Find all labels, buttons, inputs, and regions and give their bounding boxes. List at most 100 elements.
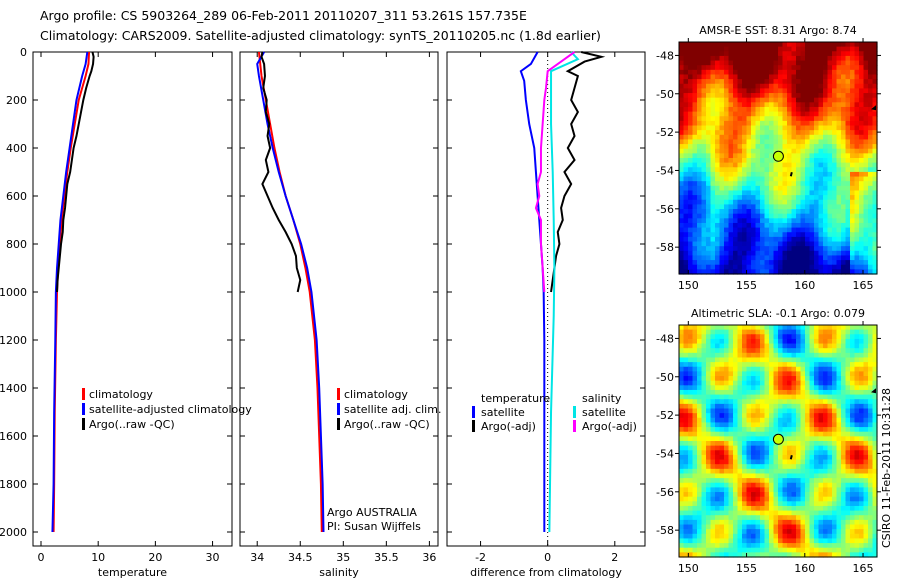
map-cell [832, 125, 838, 131]
map-cell [809, 501, 815, 507]
map-cell [692, 445, 698, 451]
x-axis-label: salinity [319, 566, 359, 579]
map-cell [868, 352, 874, 359]
map-cell [854, 106, 860, 113]
map-cell [688, 547, 694, 553]
map-cell [683, 519, 689, 526]
map-cell [836, 399, 842, 405]
map-cell [872, 329, 878, 335]
map-cell [697, 255, 703, 261]
map-cell [787, 366, 793, 372]
map-cell [728, 431, 734, 437]
map-cell [746, 93, 752, 99]
map-cell [773, 60, 779, 66]
map-cell [809, 385, 815, 391]
map-cell [787, 88, 793, 94]
x-axis-label: difference from climatology [470, 566, 622, 579]
map-cell [728, 153, 734, 159]
map-cell [760, 102, 766, 108]
map-cell [697, 111, 703, 117]
map-cell [724, 213, 730, 219]
map-cell [778, 362, 784, 368]
map-cell [724, 46, 730, 52]
map-cell [728, 269, 734, 275]
map-cell [746, 218, 752, 224]
map-cell [755, 376, 761, 382]
map-cell [845, 46, 851, 52]
map-cell [701, 209, 707, 215]
map-cell [706, 83, 712, 89]
map-cell [715, 510, 721, 516]
map-cell [782, 524, 788, 530]
map-cell [692, 371, 698, 377]
map-cell [805, 199, 811, 205]
map-cell [701, 543, 707, 549]
map-cell [800, 227, 806, 233]
map-cell [697, 385, 703, 391]
map-cell [683, 552, 689, 558]
map-cell [733, 167, 739, 173]
map-cell [751, 176, 757, 182]
map-cell [818, 236, 824, 243]
map-cell [872, 255, 878, 261]
map-cell [724, 422, 730, 428]
map-cell [737, 450, 743, 456]
map-cell [755, 468, 761, 475]
map-cell [863, 482, 869, 488]
map-cell [728, 538, 734, 544]
map-cell [859, 74, 865, 80]
map-cell [692, 218, 698, 224]
map-cell [827, 116, 833, 122]
map-cell [778, 357, 784, 363]
map-cell [823, 204, 829, 210]
map-cell [845, 204, 851, 210]
map-cell [841, 250, 847, 257]
legend-swatch [573, 420, 576, 432]
map-cell [778, 515, 784, 521]
map-cell [787, 394, 793, 400]
map-cell [719, 139, 725, 145]
map-cell [751, 130, 757, 136]
map-cell [764, 130, 770, 136]
map-cell [868, 464, 874, 470]
map-cell [845, 246, 851, 252]
y-tick-label: 400 [6, 142, 27, 155]
map-cell [724, 176, 730, 182]
map-cell [800, 376, 806, 382]
map-cell [769, 399, 775, 405]
map-cell [742, 413, 748, 419]
map-cell [787, 515, 793, 521]
map-cell [791, 348, 797, 354]
map-cell [692, 422, 698, 428]
map-cell [697, 125, 703, 131]
map-cell [733, 218, 739, 224]
map-cell [773, 348, 779, 354]
map-cell [715, 120, 721, 127]
map-cell [832, 260, 838, 266]
map-cell [751, 55, 757, 62]
map-cell [800, 427, 806, 433]
map-cell [863, 394, 869, 400]
map-cell [719, 46, 725, 52]
map-cell [746, 478, 752, 484]
map-cell [764, 389, 770, 396]
map-cell [814, 176, 820, 182]
map-cell [724, 459, 730, 465]
map-cell [679, 431, 685, 437]
map-cell [859, 482, 865, 488]
map-cell [836, 459, 842, 465]
map-cell [782, 74, 788, 80]
map-cell [688, 51, 694, 57]
map-cell [764, 181, 770, 187]
map-cell [737, 441, 743, 447]
map-cell [854, 125, 860, 131]
map-cell [746, 459, 752, 465]
map-cell [733, 93, 739, 99]
map-cell [733, 510, 739, 516]
map-cell [841, 399, 847, 405]
map-cell [827, 222, 833, 229]
y-tick-label: -54 [656, 447, 674, 460]
map-cell [760, 232, 766, 238]
map-cell [787, 338, 793, 345]
map-cell [719, 389, 725, 396]
